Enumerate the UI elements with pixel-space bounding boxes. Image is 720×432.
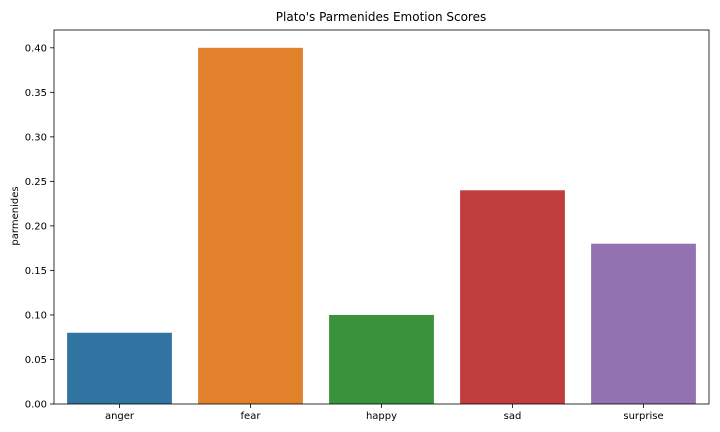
y-tick-label: 0.15 [25, 266, 47, 277]
x-tick-label: happy [366, 411, 397, 422]
bar-fear [198, 47, 303, 405]
bar-surprise [591, 243, 696, 404]
x-tick-label: fear [241, 411, 262, 422]
x-tick-label: surprise [623, 411, 663, 422]
y-tick-label: 0.10 [25, 310, 47, 321]
bar-happy [329, 314, 434, 404]
y-tick-label: 0.00 [25, 400, 47, 411]
bar-sad [460, 190, 565, 404]
bar-anger [67, 332, 172, 404]
y-tick-label: 0.05 [25, 355, 47, 366]
y-tick-label: 0.40 [25, 43, 47, 54]
y-tick-label: 0.30 [25, 132, 47, 143]
chart-title: Plato's Parmenides Emotion Scores [276, 10, 486, 24]
x-tick-label: sad [504, 411, 522, 422]
y-tick-label: 0.20 [25, 221, 47, 232]
y-axis-label: parmenides [10, 186, 21, 245]
y-tick-label: 0.25 [25, 177, 47, 188]
plot-area: 0.00 0.05 0.10 0.15 0.20 0.25 0.30 0.35 0.40 ange… [25, 29, 710, 422]
x-tick-label: anger [105, 411, 135, 422]
y-tick-label: 0.35 [25, 88, 47, 99]
